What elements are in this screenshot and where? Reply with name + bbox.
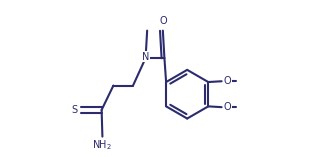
Text: O: O [224,102,231,112]
Text: N: N [142,51,149,62]
Text: O: O [224,76,231,86]
Text: O: O [159,16,167,26]
Text: S: S [72,105,78,115]
Text: NH$_2$: NH$_2$ [92,138,112,152]
